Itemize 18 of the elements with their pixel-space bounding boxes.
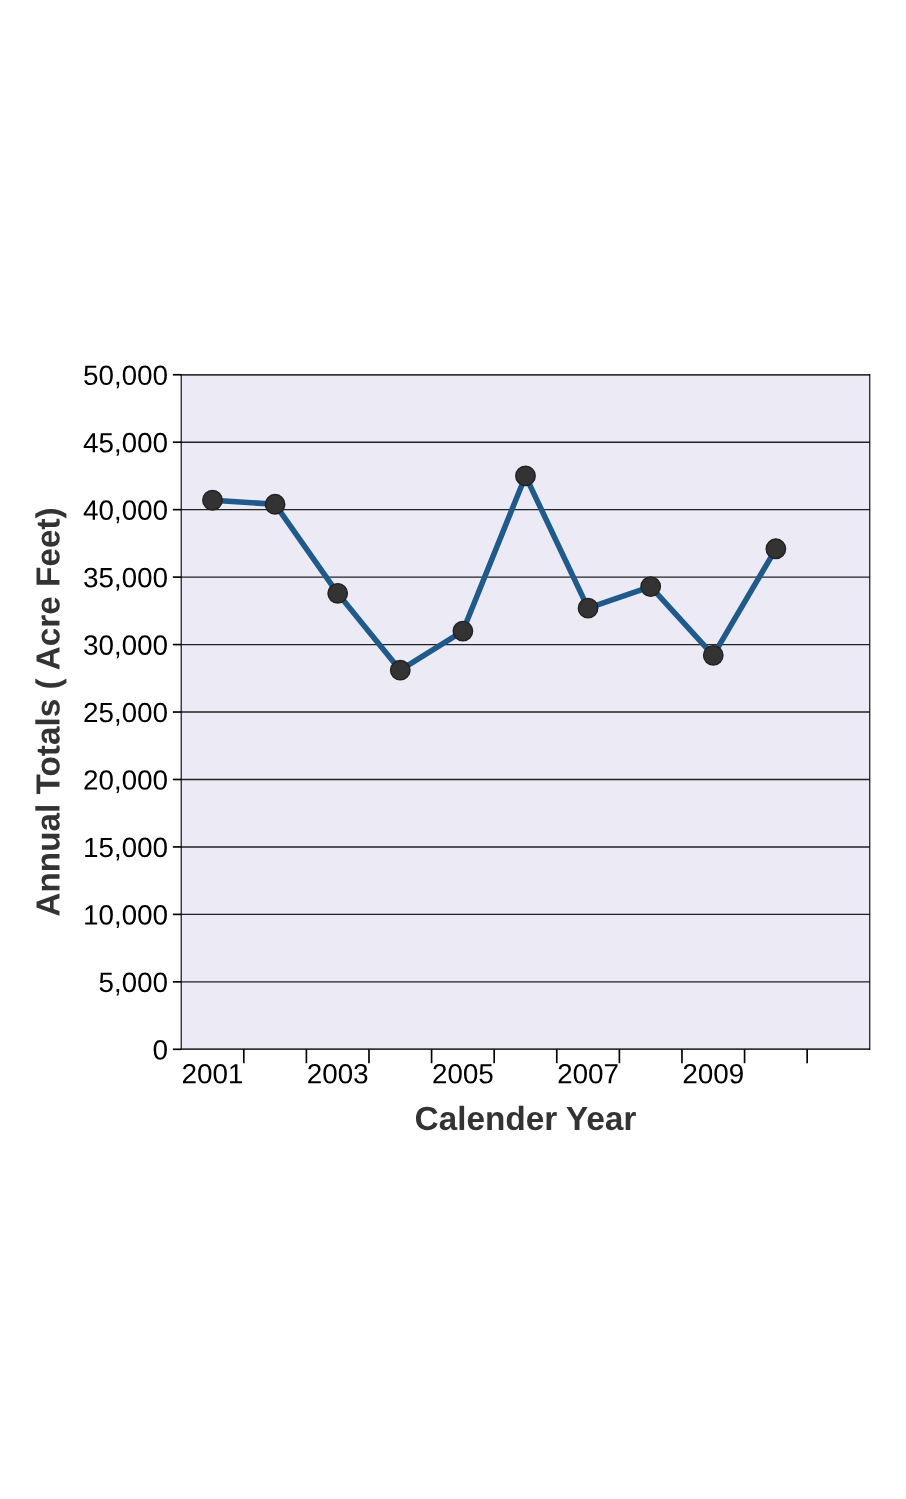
y-tick-label: 50,000 bbox=[84, 365, 167, 389]
y-tick-label: 15,000 bbox=[85, 837, 167, 861]
x-axis-title: Calender Year bbox=[415, 1105, 636, 1131]
x-tick-label: 2009 bbox=[683, 1063, 743, 1084]
y-tick-label: 35,000 bbox=[84, 567, 167, 591]
x-tick-label: 2001 bbox=[183, 1063, 243, 1084]
y-axis-title: Annual Totals ( Acre Feet) bbox=[35, 509, 67, 916]
x-tick-label: 2007 bbox=[558, 1063, 618, 1084]
y-tick-label: 40,000 bbox=[83, 500, 167, 524]
y-tick-label: 30,000 bbox=[84, 635, 167, 659]
x-tick-label: 2005 bbox=[433, 1063, 493, 1084]
y-tick-label: 5,000 bbox=[99, 972, 167, 996]
x-tick-label: 2003 bbox=[308, 1063, 368, 1084]
y-tick-label: 45,000 bbox=[83, 432, 167, 456]
y-tick-label: 0 bbox=[153, 1039, 167, 1060]
y-tick-label: 20,000 bbox=[84, 770, 167, 794]
y-tick-label: 10,000 bbox=[85, 905, 167, 929]
y-tick-label: 25,000 bbox=[84, 702, 167, 726]
